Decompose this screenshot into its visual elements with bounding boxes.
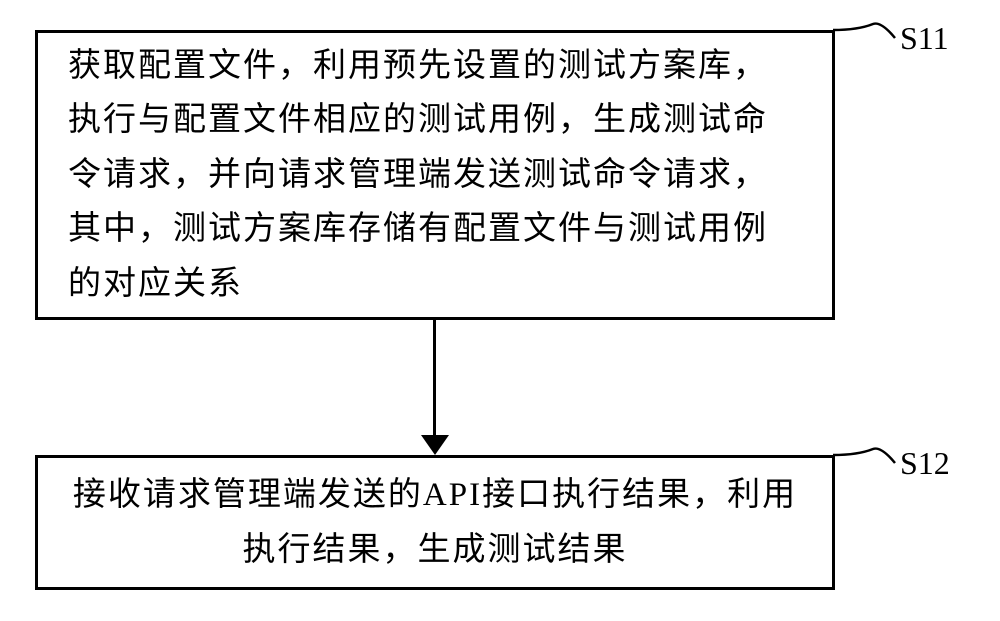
flowchart-node-s12: 接收请求管理端发送的API接口执行结果，利用执行结果，生成测试结果 <box>35 455 835 590</box>
edge-s11-s12-line <box>433 320 436 440</box>
node-s12-text: 接收请求管理端发送的API接口执行结果，利用执行结果，生成测试结果 <box>68 468 802 577</box>
edge-s11-s12-arrowhead <box>421 435 449 455</box>
label-connector-s11 <box>833 22 903 52</box>
label-connector-s12 <box>833 447 903 477</box>
flowchart-node-s11: 获取配置文件，利用预先设置的测试方案库，执行与配置文件相应的测试用例，生成测试命… <box>35 30 835 320</box>
node-label-s11: S11 <box>900 20 949 57</box>
node-s11-text: 获取配置文件，利用预先设置的测试方案库，执行与配置文件相应的测试用例，生成测试命… <box>68 39 802 311</box>
node-label-s12: S12 <box>900 445 950 482</box>
